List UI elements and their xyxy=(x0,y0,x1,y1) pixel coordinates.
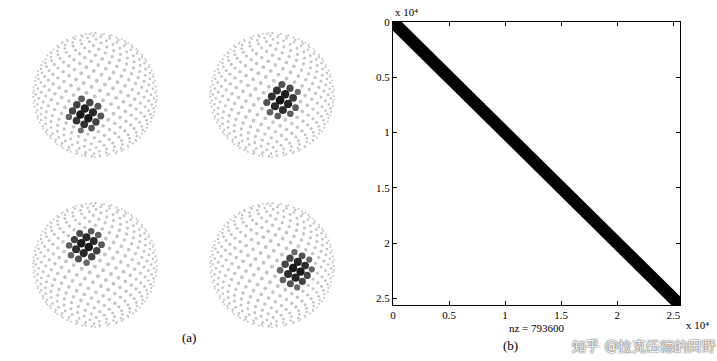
svg-text:x 10⁴: x 10⁴ xyxy=(395,6,418,18)
html-text:知乎 @拉克伍德的田野: 知乎 @拉克伍德的田野 xyxy=(572,338,717,354)
svg-text:2: 2 xyxy=(384,237,390,249)
html-text:(a): (a) xyxy=(182,330,197,345)
html-text:(b): (b) xyxy=(503,338,519,353)
svg-text:1.5: 1.5 xyxy=(376,182,390,194)
svg-text:0: 0 xyxy=(390,309,396,321)
svg-text:0.5: 0.5 xyxy=(376,71,390,83)
svg-text:x 10⁴: x 10⁴ xyxy=(686,319,709,331)
svg-text:2.5: 2.5 xyxy=(376,292,390,304)
svg-text:2: 2 xyxy=(614,309,620,321)
svg-text:1.5: 1.5 xyxy=(554,309,568,321)
svg-text:1: 1 xyxy=(502,309,508,321)
svg-text:nz = 793600: nz = 793600 xyxy=(509,322,565,334)
svg-text:1: 1 xyxy=(384,126,390,138)
svg-text:0: 0 xyxy=(384,16,390,28)
svg-text:2.5: 2.5 xyxy=(666,309,680,321)
svg-text:0.5: 0.5 xyxy=(442,309,456,321)
